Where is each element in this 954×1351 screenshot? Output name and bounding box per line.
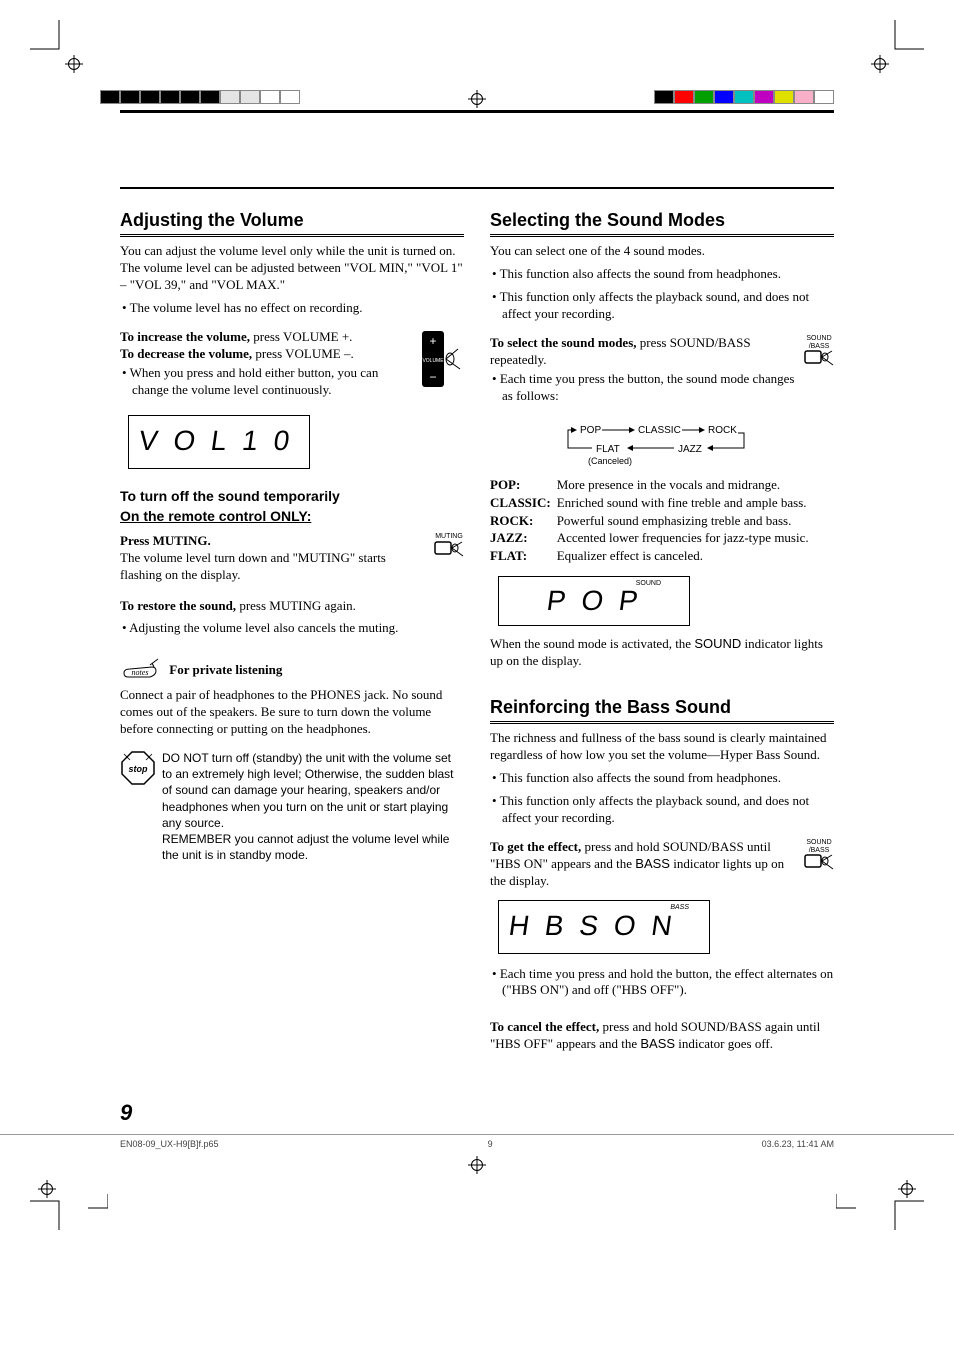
print-marks-bottom: [0, 1150, 954, 1240]
lcd-hbs: BASS H B S O N: [498, 900, 710, 954]
color-bar: [654, 90, 834, 104]
def-row: CLASSIC:Enriched sound with fine treble …: [490, 495, 815, 513]
heading-sound: Selecting the Sound Modes: [490, 209, 834, 237]
def-row: JAZZ:Accented lower frequencies for jazz…: [490, 530, 815, 548]
sound-intro: You can select one of the 4 sound modes.: [490, 243, 834, 260]
lcd-hbs-text: H B S O N: [506, 908, 678, 944]
svg-text:ROCK: ROCK: [708, 425, 737, 436]
svg-text:CLASSIC: CLASSIC: [638, 425, 681, 436]
restore-bold: To restore the sound,: [120, 598, 236, 613]
mute-head1: To turn off the sound temporarily: [120, 487, 464, 505]
def-val: More presence in the vocals and midrange…: [557, 477, 815, 495]
get-bold: To get the effect,: [490, 839, 581, 854]
defs-table: POP:More presence in the vocals and midr…: [490, 477, 815, 566]
vol-intro: You can adjust the volume level only whi…: [120, 243, 464, 294]
sb-label2: /BASS: [809, 343, 830, 350]
sound-b1: This function also affects the sound fro…: [490, 266, 834, 283]
def-val: Accented lower frequencies for jazz-type…: [557, 530, 815, 548]
svg-text:+: +: [429, 334, 436, 348]
muting-label: MUTING: [434, 533, 464, 541]
alt-note: Each time you press and hold the button,…: [490, 966, 834, 1000]
caution-2: REMEMBER you cannot adjust the volume le…: [162, 831, 464, 863]
inc-rest: press VOLUME +.: [250, 329, 352, 344]
cancel-bold: To cancel the effect,: [490, 1019, 599, 1034]
lcd-pop: SOUND P O P: [498, 576, 690, 626]
mute-head2: On the remote control ONLY:: [120, 507, 464, 525]
select-note: Each time you press the button, the soun…: [490, 371, 796, 405]
def-val: Equalizer effect is canceled.: [557, 548, 815, 566]
svg-text:VOLUME: VOLUME: [422, 358, 444, 364]
svg-text:−: −: [429, 370, 436, 384]
def-val: Enriched sound with fine treble and ampl…: [557, 495, 815, 513]
def-key: JAZZ:: [490, 530, 557, 548]
def-key: CLASSIC:: [490, 495, 557, 513]
page-number: 9: [120, 1099, 954, 1128]
svg-text:stop: stop: [129, 764, 149, 774]
lcd-pop-text: P O P: [544, 583, 644, 619]
heading-volume: Adjusting the Volume: [120, 209, 464, 237]
bass-b2: This function only affects the playback …: [490, 793, 834, 827]
cancel-ind: BASS: [640, 1036, 675, 1051]
stop-icon: stop: [120, 750, 156, 786]
bass-b1: This function also affects the sound fro…: [490, 770, 834, 787]
svg-text:(Canceled): (Canceled): [588, 456, 632, 466]
inc-bold: To increase the volume,: [120, 329, 250, 344]
footer-page: 9: [488, 1139, 493, 1151]
lcd-vol-text: V O L 1 0: [136, 423, 295, 459]
sound-bass-button-icon-2: SOUND/BASS: [804, 839, 834, 883]
def-row: POP:More presence in the vocals and midr…: [490, 477, 815, 495]
def-key: FLAT:: [490, 548, 557, 566]
bass-intro: The richness and fullness of the bass so…: [490, 730, 834, 764]
heading-bass: Reinforcing the Bass Sound: [490, 696, 834, 724]
vol-note: The volume level has no effect on record…: [120, 300, 464, 317]
def-key: POP:: [490, 477, 557, 495]
sound-bass-button-icon: SOUND/BASS: [804, 335, 834, 379]
mode-flow: POP CLASSIC ROCK JAZZ FLAT (Canceled): [540, 421, 834, 471]
get-ind: BASS: [635, 856, 670, 871]
def-row: ROCK:Powerful sound emphasizing treble a…: [490, 513, 815, 531]
muting-desc: The volume level turn down and "MUTING" …: [120, 550, 426, 584]
caution-1: DO NOT turn off (standby) the unit with …: [162, 750, 464, 831]
left-column: Adjusting the Volume You can adjust the …: [120, 209, 464, 1059]
caution-box: stop DO NOT turn off (standby) the unit …: [120, 750, 464, 863]
footer: EN08-09_UX-H9[B]f.p65 9 03.6.23, 11:41 A…: [0, 1134, 954, 1151]
cancel-rest-post: indicator goes off.: [675, 1036, 773, 1051]
hold-note: When you press and hold either button, y…: [120, 365, 412, 399]
sound-b2: This function only affects the playback …: [490, 289, 834, 323]
right-column: Selecting the Sound Modes You can select…: [490, 209, 834, 1059]
grayscale-bar: [100, 90, 300, 104]
dec-bold: To decrease the volume,: [120, 346, 252, 361]
svg-text:notes: notes: [132, 668, 149, 677]
restore-note: Adjusting the volume level also cancels …: [120, 620, 464, 637]
muting-button-icon: MUTING: [434, 533, 464, 570]
footer-file: EN08-09_UX-H9[B]f.p65: [120, 1139, 219, 1151]
svg-text:POP: POP: [580, 425, 601, 436]
rule-top: [120, 110, 834, 113]
def-row: FLAT:Equalizer effect is canceled.: [490, 548, 815, 566]
private-body: Connect a pair of headphones to the PHON…: [120, 687, 464, 738]
notes-icon: notes: [120, 657, 162, 685]
def-val: Powerful sound emphasizing treble and ba…: [557, 513, 815, 531]
def-key: ROCK:: [490, 513, 557, 531]
activated-pre: When the sound mode is activated, the: [490, 636, 694, 651]
svg-text:JAZZ: JAZZ: [678, 444, 702, 455]
volume-rocker-icon: + VOLUME −: [420, 329, 464, 398]
press-muting: Press MUTING.: [120, 533, 426, 550]
private-head: For private listening: [169, 662, 282, 677]
restore-rest: press MUTING again.: [236, 598, 356, 613]
footer-date: 03.6.23, 11:41 AM: [762, 1139, 834, 1151]
lcd-vol: V O L 1 0: [128, 415, 310, 469]
rule-header: [120, 187, 834, 189]
svg-text:FLAT: FLAT: [596, 444, 620, 455]
dec-rest: press VOLUME –.: [252, 346, 354, 361]
sb-label1: SOUND: [806, 335, 831, 342]
print-marks-top: [0, 0, 954, 110]
activated-ind: SOUND: [694, 636, 741, 651]
select-bold: To select the sound modes,: [490, 335, 637, 350]
